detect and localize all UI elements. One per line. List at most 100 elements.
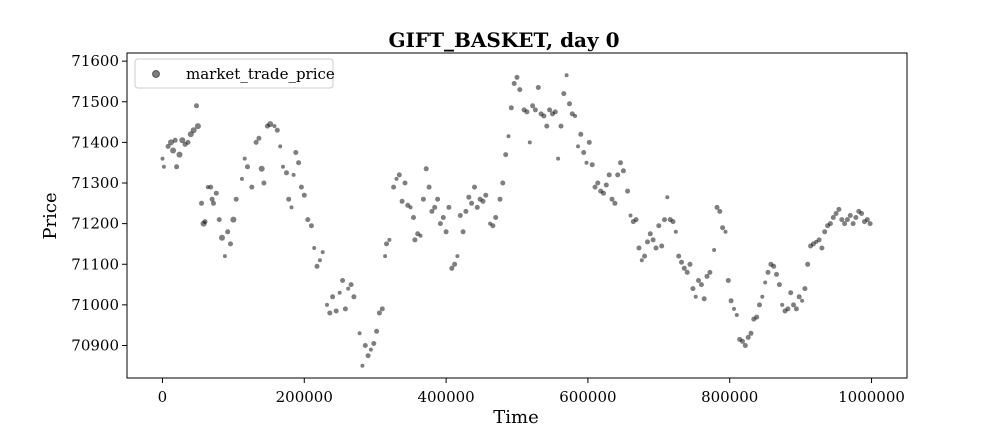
data-point	[780, 302, 785, 307]
data-point	[308, 223, 314, 229]
data-point	[615, 172, 621, 178]
data-point	[717, 208, 723, 214]
data-point	[228, 241, 233, 247]
data-point	[765, 269, 771, 275]
data-point	[161, 164, 166, 169]
data-point	[490, 223, 496, 229]
data-point	[474, 204, 480, 210]
x-tick-label: 600000	[559, 388, 616, 406]
data-point	[457, 213, 463, 218]
data-point	[274, 127, 280, 133]
data-point	[387, 237, 392, 242]
data-point	[785, 306, 791, 312]
data-point	[211, 200, 216, 206]
data-point	[822, 229, 828, 235]
data-point	[379, 306, 385, 312]
data-point	[426, 184, 432, 190]
data-point	[376, 310, 382, 316]
data-point	[693, 294, 698, 299]
data-point	[552, 109, 558, 115]
data-point	[256, 135, 262, 141]
data-point	[609, 196, 615, 202]
data-point	[194, 103, 199, 109]
data-point	[383, 254, 388, 259]
data-point	[452, 261, 458, 267]
x-tick-label: 1000000	[838, 388, 905, 406]
y-tick-label: 71400	[71, 133, 119, 151]
data-point	[374, 328, 380, 334]
data-point	[681, 265, 687, 271]
data-point	[340, 278, 346, 283]
data-point	[670, 219, 676, 225]
y-tick-label: 71000	[71, 296, 119, 314]
data-point	[864, 217, 870, 223]
data-point	[704, 273, 710, 279]
data-point	[253, 139, 259, 145]
data-point	[725, 278, 731, 283]
data-point	[517, 87, 523, 93]
data-point	[480, 198, 486, 204]
data-point	[365, 353, 371, 359]
data-point	[564, 73, 569, 78]
data-point	[595, 180, 601, 186]
data-point	[455, 254, 460, 259]
data-point	[830, 215, 836, 220]
data-point	[293, 150, 299, 155]
data-point	[483, 192, 489, 198]
data-point	[647, 231, 653, 237]
data-point	[472, 184, 477, 190]
y-tick-label: 71300	[71, 174, 119, 192]
data-point	[469, 200, 475, 206]
data-point	[371, 341, 377, 346]
data-point	[819, 245, 825, 251]
data-point	[701, 296, 707, 302]
data-point	[325, 302, 329, 307]
data-point	[284, 170, 289, 176]
data-point	[791, 302, 796, 308]
data-point	[314, 263, 320, 269]
data-point	[618, 160, 623, 166]
data-point	[289, 205, 294, 210]
data-point	[394, 176, 399, 181]
data-point	[337, 290, 342, 295]
data-point	[707, 269, 713, 275]
data-point	[351, 294, 357, 300]
data-point	[396, 172, 402, 178]
data-point	[696, 278, 701, 283]
data-point	[506, 134, 511, 139]
data-point	[333, 308, 339, 314]
data-point	[748, 330, 754, 336]
data-point	[734, 313, 739, 317]
data-point	[793, 306, 799, 312]
data-point	[399, 198, 405, 204]
data-point	[272, 124, 277, 129]
data-point	[305, 217, 311, 223]
data-point	[511, 81, 517, 86]
data-point	[827, 221, 833, 227]
data-point	[620, 168, 626, 174]
data-point	[225, 229, 231, 235]
data-point	[245, 164, 250, 170]
data-point	[312, 246, 317, 250]
data-point	[281, 164, 285, 169]
legend-frame	[134, 58, 334, 89]
data-point	[530, 103, 536, 109]
data-point	[170, 147, 177, 154]
data-point	[230, 216, 237, 223]
data-point	[258, 165, 265, 172]
data-point	[788, 290, 794, 296]
data-point	[771, 263, 777, 269]
data-point	[650, 237, 656, 243]
data-point	[418, 233, 423, 238]
data-point	[168, 139, 174, 146]
x-tick-label: 800000	[701, 388, 758, 406]
data-point	[757, 302, 762, 308]
data-point	[603, 182, 609, 188]
data-point	[185, 139, 191, 145]
data-point	[639, 258, 644, 263]
axis-ticks: 0 200000 400000 600000 800000 1000000 70900 710…	[71, 52, 905, 406]
data-point	[327, 310, 333, 316]
x-axis-label: Time	[493, 407, 538, 428]
data-point	[732, 306, 736, 311]
data-point	[763, 280, 768, 285]
